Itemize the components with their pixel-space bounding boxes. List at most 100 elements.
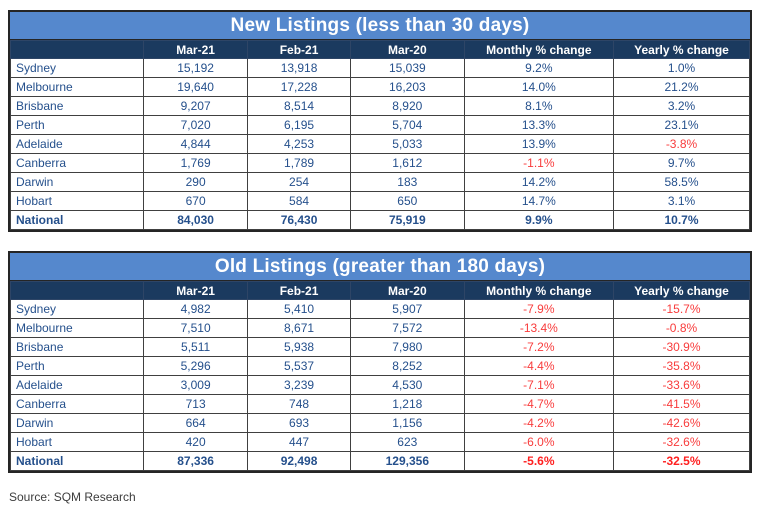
row-label: Melbourne: [9, 77, 145, 97]
value-cell: -7.1%: [463, 375, 614, 395]
value-cell: -7.9%: [463, 299, 614, 319]
column-header: Yearly % change: [612, 281, 751, 300]
value-cell: -1.1%: [463, 153, 614, 173]
value-cell: 6,195: [247, 115, 351, 135]
value-cell: 9,207: [143, 96, 249, 116]
row-label: Brisbane: [9, 96, 145, 116]
value-cell: 7,980: [349, 337, 465, 357]
value-cell: 254: [247, 172, 351, 192]
value-cell: 5,537: [247, 356, 351, 376]
value-cell: -41.5%: [612, 394, 751, 414]
value-cell: 4,253: [247, 134, 351, 154]
value-cell: 420: [143, 432, 249, 452]
value-cell: 8,252: [349, 356, 465, 376]
column-header: Yearly % change: [612, 40, 751, 59]
table-row: Sydney 4,982 5,410 5,907 -7.9% -15.7%: [9, 299, 751, 319]
value-cell: -5.6%: [463, 451, 614, 471]
value-cell: 23.1%: [612, 115, 751, 135]
value-cell: 84,030: [143, 210, 249, 230]
value-cell: 5,511: [143, 337, 249, 357]
value-cell: 8,671: [247, 318, 351, 338]
row-label: Hobart: [9, 432, 145, 452]
table-row: Perth 5,296 5,537 8,252 -4.4% -35.8%: [9, 356, 751, 376]
value-cell: 5,907: [349, 299, 465, 319]
value-cell: -0.8%: [612, 318, 751, 338]
corner-cell: [9, 281, 145, 300]
table-row: National 84,030 76,430 75,919 9.9% 10.7%: [9, 210, 751, 230]
value-cell: 87,336: [143, 451, 249, 471]
source-note: Source: SQM Research: [9, 490, 136, 504]
table-row: Darwin 664 693 1,156 -4.2% -42.6%: [9, 413, 751, 433]
value-cell: 3,239: [247, 375, 351, 395]
old-listings-title: Old Listings (greater than 180 days): [10, 253, 750, 281]
value-cell: 58.5%: [612, 172, 751, 192]
column-header: Feb-21: [247, 40, 351, 59]
table-row: Canberra 713 748 1,218 -4.7% -41.5%: [9, 394, 751, 414]
value-cell: 19,640: [143, 77, 249, 97]
value-cell: -32.5%: [612, 451, 751, 471]
value-cell: -3.8%: [612, 134, 751, 154]
old-listings-table: Old Listings (greater than 180 days) Mar…: [8, 251, 752, 473]
value-cell: 14.7%: [463, 191, 614, 211]
new-listings-data-grid: Mar-21 Feb-21 Mar-20 Monthly % change Yearly…: [9, 40, 751, 230]
header-row: Mar-21 Feb-21 Mar-20 Monthly % change Yearly…: [9, 40, 751, 59]
value-cell: -35.8%: [612, 356, 751, 376]
value-cell: 3.2%: [612, 96, 751, 116]
row-label: Perth: [9, 356, 145, 376]
new-listings-title: New Listings (less than 30 days): [10, 12, 750, 40]
value-cell: 75,919: [349, 210, 465, 230]
value-cell: 76,430: [247, 210, 351, 230]
row-label: Brisbane: [9, 337, 145, 357]
value-cell: 8,920: [349, 96, 465, 116]
value-cell: -33.6%: [612, 375, 751, 395]
new-listings-table: New Listings (less than 30 days) Mar-21 F…: [8, 10, 752, 232]
table-row: Perth 7,020 6,195 5,704 13.3% 23.1%: [9, 115, 751, 135]
value-cell: 15,192: [143, 58, 249, 78]
table-row: Brisbane 9,207 8,514 8,920 8.1% 3.2%: [9, 96, 751, 116]
value-cell: 16,203: [349, 77, 465, 97]
value-cell: 1,769: [143, 153, 249, 173]
value-cell: 5,704: [349, 115, 465, 135]
value-cell: -15.7%: [612, 299, 751, 319]
row-label: Sydney: [9, 299, 145, 319]
value-cell: -4.7%: [463, 394, 614, 414]
row-label: Perth: [9, 115, 145, 135]
value-cell: 7,510: [143, 318, 249, 338]
value-cell: 670: [143, 191, 249, 211]
value-cell: 3.1%: [612, 191, 751, 211]
value-cell: 183: [349, 172, 465, 192]
value-cell: -4.2%: [463, 413, 614, 433]
value-cell: 664: [143, 413, 249, 433]
value-cell: 14.2%: [463, 172, 614, 192]
row-label: Darwin: [9, 172, 145, 192]
value-cell: 9.9%: [463, 210, 614, 230]
value-cell: 3,009: [143, 375, 249, 395]
value-cell: 650: [349, 191, 465, 211]
value-cell: 4,844: [143, 134, 249, 154]
corner-cell: [9, 40, 145, 59]
column-header: Mar-20: [349, 40, 465, 59]
value-cell: 748: [247, 394, 351, 414]
value-cell: 447: [247, 432, 351, 452]
value-cell: -42.6%: [612, 413, 751, 433]
value-cell: 1.0%: [612, 58, 751, 78]
value-cell: 14.0%: [463, 77, 614, 97]
column-header: Mar-20: [349, 281, 465, 300]
value-cell: 13.3%: [463, 115, 614, 135]
value-cell: 13,918: [247, 58, 351, 78]
value-cell: 4,530: [349, 375, 465, 395]
value-cell: 7,572: [349, 318, 465, 338]
value-cell: 584: [247, 191, 351, 211]
row-label: Melbourne: [9, 318, 145, 338]
value-cell: 92,498: [247, 451, 351, 471]
table-row: Brisbane 5,511 5,938 7,980 -7.2% -30.9%: [9, 337, 751, 357]
value-cell: 21.2%: [612, 77, 751, 97]
value-cell: 5,938: [247, 337, 351, 357]
value-cell: 17,228: [247, 77, 351, 97]
value-cell: 129,356: [349, 451, 465, 471]
old-listings-data-grid: Mar-21 Feb-21 Mar-20 Monthly % change Yearly…: [9, 281, 751, 471]
header-row: Mar-21 Feb-21 Mar-20 Monthly % change Yearly…: [9, 281, 751, 300]
value-cell: 1,218: [349, 394, 465, 414]
row-label: National: [9, 451, 145, 471]
